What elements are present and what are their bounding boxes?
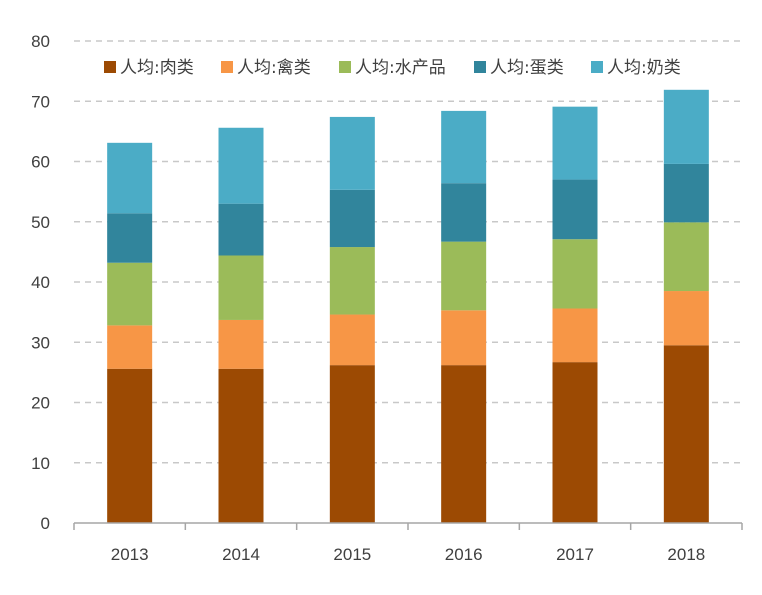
x-tick-label: 2015 [333, 545, 371, 564]
y-tick-label: 30 [31, 333, 50, 352]
legend-label: 人均:奶类 [607, 58, 681, 78]
bar-segment [441, 110, 487, 184]
gridlines [74, 40, 742, 464]
legend: 人均:肉类 人均:禽类 人均:水产品 人均:蛋类 人均:奶类 [104, 58, 681, 78]
x-tick-label: 2014 [222, 545, 260, 564]
bar-segment [218, 203, 264, 256]
x-tick-label: 2018 [667, 545, 705, 564]
y-tick-label: 20 [31, 394, 50, 413]
bar-segment [552, 308, 598, 363]
legend-swatch [339, 61, 351, 73]
axes: 0 10 20 30 40 50 60 70 80 2013 2014 2015 2016 2017 201… [31, 32, 743, 564]
bar-segment [329, 365, 375, 523]
y-tick-label: 70 [31, 92, 50, 111]
legend-label: 人均:禽类 [237, 58, 311, 78]
x-tick-label: 2013 [111, 545, 149, 564]
bar-segment [218, 368, 264, 523]
bar-segment [107, 262, 153, 326]
bar-segment [218, 255, 264, 320]
legend-swatch [474, 61, 486, 73]
x-tick-label: 2017 [556, 545, 594, 564]
legend-label: 人均:蛋类 [490, 58, 564, 78]
bar-segment [552, 239, 598, 309]
bar-segment [218, 319, 264, 369]
bar-segment [552, 362, 598, 523]
bar-segment [441, 183, 487, 242]
bar-segment [107, 368, 153, 523]
bar-segment [441, 241, 487, 311]
bar-segment [663, 345, 709, 523]
bar-segment [663, 291, 709, 346]
legend-label: 人均:水产品 [355, 58, 446, 78]
y-tick-label: 10 [31, 454, 50, 473]
bar-segment [552, 106, 598, 180]
bar-segment [663, 222, 709, 292]
bar-segment [107, 325, 153, 369]
bar-segment [107, 213, 153, 263]
bar-segment [329, 189, 375, 248]
bars [107, 89, 709, 523]
y-tick-label: 80 [31, 32, 50, 51]
bar-segment [663, 89, 709, 164]
y-tick-label: 60 [31, 153, 50, 172]
legend-swatch [591, 61, 603, 73]
bar-segment [441, 310, 487, 366]
y-tick-label: 40 [31, 273, 50, 292]
legend-swatch [104, 61, 116, 73]
bar-segment [329, 116, 375, 190]
bar-segment [552, 179, 598, 240]
y-tick-label: 0 [41, 514, 50, 533]
bar-segment [441, 365, 487, 523]
bar-segment [663, 163, 709, 223]
bar-segment [218, 127, 264, 204]
y-tick-label: 50 [31, 213, 50, 232]
x-tick-label: 2016 [445, 545, 483, 564]
bar-segment [107, 142, 153, 214]
legend-swatch [221, 61, 233, 73]
legend-label: 人均:肉类 [120, 58, 194, 78]
bar-segment [329, 247, 375, 315]
bar-segment [329, 314, 375, 366]
